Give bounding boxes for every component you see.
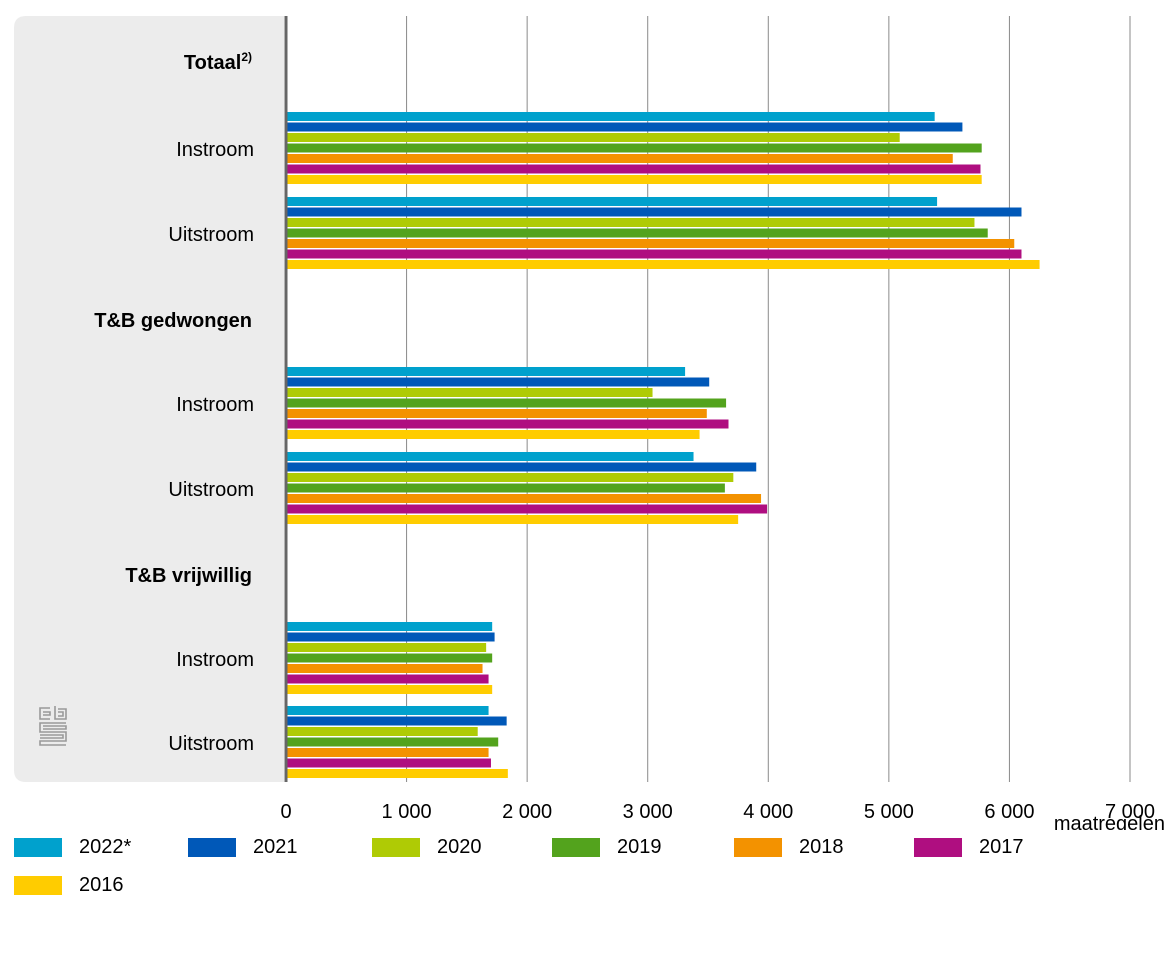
bar: [286, 143, 982, 153]
bar: [286, 122, 963, 132]
bar: [286, 515, 739, 524]
bar: [286, 419, 729, 429]
bar: [286, 716, 507, 726]
bar: [286, 622, 493, 631]
bar: [286, 175, 982, 184]
bar: [286, 112, 935, 121]
bar: [286, 664, 483, 673]
bar: [286, 483, 725, 493]
bar: [286, 164, 981, 174]
category-label: Instroom: [176, 139, 254, 161]
legend-swatch: [372, 837, 420, 857]
bar: [286, 643, 487, 652]
cbs-logo-icon: [37, 705, 69, 754]
legend-swatch: [552, 837, 600, 857]
x-tick-label: 1 000: [382, 801, 432, 823]
bar: [286, 727, 478, 736]
legend-swatch: [914, 837, 962, 857]
legend-swatch: [14, 837, 62, 857]
legend-item: 2016: [14, 871, 124, 899]
bar: [286, 462, 757, 472]
bar: [286, 653, 493, 663]
bar: [286, 239, 1015, 248]
label-panel: [14, 16, 284, 782]
legend-swatch: [14, 875, 62, 895]
bar: [286, 409, 707, 418]
bar: [286, 632, 495, 642]
x-tick-label: 4 000: [743, 801, 793, 823]
legend-item: 2017: [914, 833, 1024, 861]
category-label: Instroom: [176, 649, 254, 671]
chart: Totaal2) Instroom Uitstroom T&B gedwongen In…: [14, 16, 1165, 830]
legend-label: 2020: [437, 835, 482, 858]
bar: [286, 218, 975, 227]
legend-item: 2022*: [14, 833, 131, 861]
legend-swatch: [188, 837, 236, 857]
legend-item: 2018: [734, 833, 844, 861]
x-axis-title: maatregelen: [1054, 813, 1165, 830]
bar: [286, 197, 938, 206]
bar: [286, 228, 988, 238]
x-tick-label: 7 000: [1105, 801, 1155, 823]
bar: [286, 674, 489, 684]
bar: [286, 388, 653, 397]
bar: [286, 260, 1040, 269]
legend-swatch: [734, 837, 782, 857]
category-label: Uitstroom: [168, 224, 254, 246]
legend-label: 2016: [79, 873, 124, 896]
legend-label: 2018: [799, 835, 844, 858]
legend-label: 2021: [253, 835, 298, 858]
group-header: T&B gedwongen: [94, 310, 252, 332]
bar: [286, 685, 493, 694]
bar: [286, 154, 953, 163]
category-label: Uitstroom: [168, 479, 254, 501]
bar: [286, 452, 694, 461]
bar: [286, 504, 768, 514]
bar: [286, 494, 762, 503]
bar: [286, 207, 1022, 217]
bar: [286, 367, 686, 376]
bar: [286, 706, 489, 715]
category-label: Uitstroom: [168, 733, 254, 755]
x-tick-label: 0: [280, 801, 291, 823]
group-header: Totaal2): [184, 50, 252, 74]
category-label: Instroom: [176, 394, 254, 416]
bar: [286, 430, 700, 439]
footnote-marker: 2): [241, 50, 252, 64]
bar: [286, 737, 499, 747]
bar: [286, 473, 734, 482]
bar: [286, 769, 508, 778]
bar: [286, 133, 900, 142]
x-tick-label: 6 000: [984, 801, 1034, 823]
legend-label: 2019: [617, 835, 662, 858]
x-tick-label: 2 000: [502, 801, 552, 823]
legend-item: 2019: [552, 833, 662, 861]
legend-label: 2022*: [79, 835, 132, 858]
x-tick-label: 3 000: [623, 801, 673, 823]
bar: [286, 758, 491, 768]
bar: [286, 249, 1022, 259]
bar: [286, 398, 727, 408]
bar: [286, 377, 710, 387]
bar: [286, 748, 489, 757]
legend-label: 2017: [979, 835, 1024, 858]
legend-item: 2020: [372, 833, 482, 861]
x-tick-label: 5 000: [864, 801, 914, 823]
legend-item: 2021: [188, 833, 298, 861]
group-header: T&B vrijwillig: [125, 565, 252, 587]
